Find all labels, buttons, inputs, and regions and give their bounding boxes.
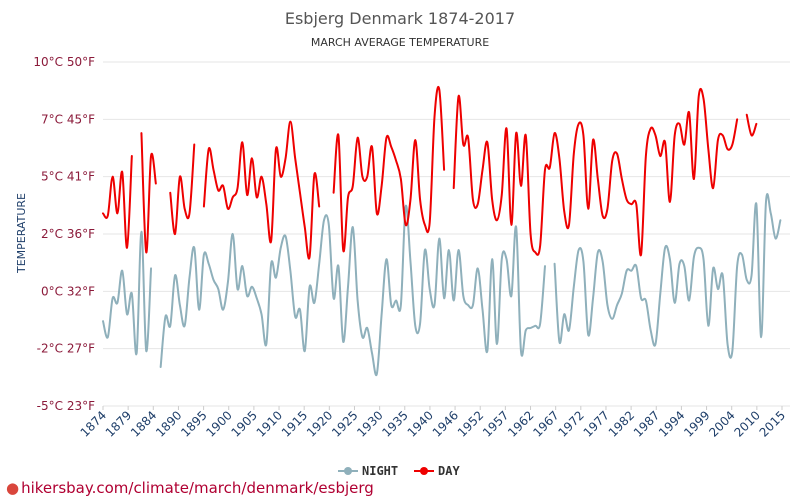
series-line-segment [102,230,153,356]
x-tick-label: 1977 [581,408,612,439]
y-tick-label: 5°C 41°F [41,170,95,184]
x-tick-label: 1999 [681,408,712,439]
x-tick-label: 1987 [631,408,662,439]
x-tick-label: 1952 [455,408,486,439]
x-tick-label: 1884 [128,408,159,439]
x-tick-label: 2015 [757,408,788,439]
series-line-segment [159,204,546,377]
series-line-segment [332,85,446,253]
x-tick-label: 1946 [430,408,461,439]
y-axis-ticks: 10°C 50°F 7°C 45°F 5°C 41°F 2°C 36°F 0°C 32°… [33,55,95,413]
x-tick-label: 1905 [229,408,260,439]
y-tick-label: 7°C 45°F [41,112,95,126]
x-tick-label: 1920 [304,408,335,439]
location-pin-icon: ● [6,479,20,497]
legend-night-label: NIGHT [362,464,398,478]
x-tick-label: 1925 [329,408,360,439]
legend: NIGHT DAY [338,464,460,478]
y-axis-label: TEMPERATURE [15,193,28,274]
legend-night-swatch-marker [344,467,352,475]
x-tick-label: 1967 [530,408,561,439]
x-tick-label: 1994 [656,408,687,439]
x-tick-label: 1972 [555,408,586,439]
x-tick-label: 2004 [706,408,737,439]
legend-item-day[interactable]: DAY [414,464,460,478]
y-tick-label: -5°C 23°F [37,399,95,413]
x-axis-ticks: 1874187918841890189519001905191019151920… [78,406,788,440]
grid-lines [103,61,790,407]
source-text: hikersbay.com/climate/march/denmark/esbj… [21,479,374,497]
series-line-segment [169,143,196,236]
legend-item-night[interactable]: NIGHT [338,464,398,478]
x-tick-label: 1962 [505,408,536,439]
series-night [102,193,782,377]
x-tick-label: 1957 [480,408,511,439]
series-line-segment [102,155,133,249]
x-tick-label: 1935 [379,408,410,439]
x-tick-label: 1930 [354,408,385,439]
x-tick-label: 1915 [279,408,310,439]
x-tick-label: 1879 [103,408,134,439]
y-tick-label: 0°C 32°F [41,284,95,298]
series-lines [102,85,782,377]
y-tick-label: -2°C 27°F [37,342,95,356]
series-line-segment [553,193,782,359]
legend-day-swatch-marker [420,467,428,475]
x-tick-label: 1890 [153,408,184,439]
x-tick-label: 1910 [254,408,285,439]
source-link[interactable]: ● hikersbay.com/climate/march/denmark/esb… [6,479,374,497]
x-tick-label: 2010 [731,408,762,439]
series-line-segment [745,113,758,137]
x-tick-label: 1900 [203,408,234,439]
x-tick-label: 1895 [178,408,209,439]
series-line-segment [452,87,739,257]
series-line-segment [202,120,321,260]
chart-title: Esbjerg Denmark 1874-2017 [285,9,515,28]
legend-day-label: DAY [438,464,460,478]
x-tick-label: 1982 [606,408,637,439]
x-tick-label: 1940 [405,408,436,439]
series-day [102,85,758,260]
y-tick-label: 2°C 36°F [41,227,95,241]
y-tick-label: 10°C 50°F [33,55,95,69]
series-line-segment [140,132,157,254]
chart-subtitle: MARCH AVERAGE TEMPERATURE [311,36,489,49]
